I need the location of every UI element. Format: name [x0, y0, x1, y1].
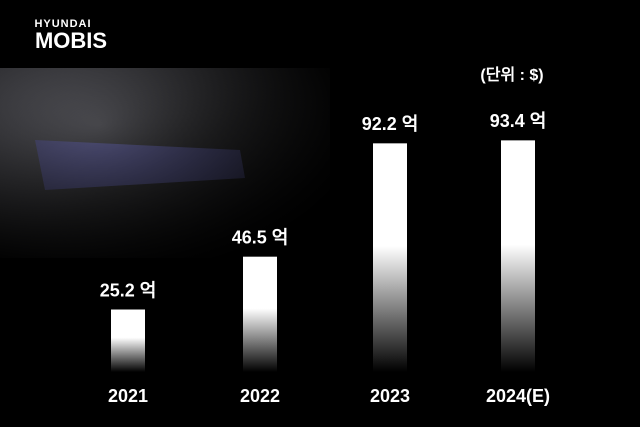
bar [373, 143, 407, 372]
unit-note: (단위 : $) [480, 66, 543, 84]
bar [111, 309, 145, 372]
brand-top: HYUNDAI [34, 18, 91, 30]
x-tick-label: 2022 [240, 386, 280, 406]
brand-bottom: MOBIS [35, 28, 107, 53]
x-tick-label: 2024(E) [486, 386, 550, 406]
bar [501, 140, 535, 372]
bar [243, 256, 277, 372]
x-tick-label: 2023 [370, 386, 410, 406]
value-label: 93.4 억 [490, 111, 547, 131]
value-label: 25.2 억 [100, 280, 157, 300]
photo-fade [0, 68, 330, 258]
value-label: 46.5 억 [232, 227, 289, 247]
x-tick-label: 2021 [108, 386, 148, 406]
value-label: 92.2 억 [362, 114, 419, 134]
